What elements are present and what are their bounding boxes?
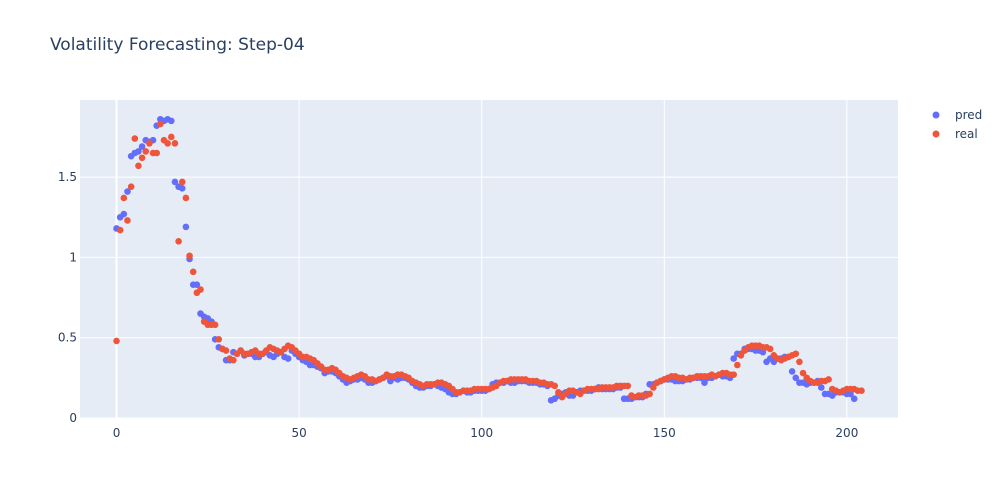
real-point[interactable]: [142, 148, 150, 155]
real-point[interactable]: [796, 358, 803, 366]
pred-point[interactable]: [818, 384, 825, 391]
real-point[interactable]: [197, 286, 204, 293]
real-point[interactable]: [211, 321, 219, 329]
real-point[interactable]: [157, 120, 164, 128]
real-point[interactable]: [858, 387, 865, 395]
y-tick-label: 1: [69, 250, 77, 264]
legend-label: pred: [955, 108, 982, 122]
real-point[interactable]: [178, 178, 186, 186]
pred-point[interactable]: [171, 178, 179, 186]
chart-title: Volatility Forecasting: Step-04: [50, 35, 305, 55]
legend-marker: [932, 111, 940, 119]
real-point[interactable]: [737, 352, 745, 359]
legend-marker: [932, 130, 940, 138]
x-tick-label: 50: [291, 426, 306, 440]
real-point[interactable]: [222, 347, 230, 354]
pred-point[interactable]: [120, 210, 128, 218]
real-point[interactable]: [230, 356, 237, 364]
real-point[interactable]: [189, 268, 197, 276]
real-point[interactable]: [650, 384, 657, 391]
legend-label: real: [955, 127, 978, 141]
real-point[interactable]: [734, 361, 741, 369]
pred-point[interactable]: [701, 379, 708, 386]
real-point[interactable]: [182, 194, 190, 202]
real-point[interactable]: [186, 252, 193, 260]
x-tick-label: 0: [113, 426, 121, 440]
x-tick-label: 200: [835, 426, 858, 440]
real-point[interactable]: [792, 350, 800, 358]
pred-point[interactable]: [138, 143, 146, 150]
real-point[interactable]: [146, 140, 153, 147]
series-real: [113, 120, 865, 401]
real-point[interactable]: [555, 389, 562, 396]
real-point[interactable]: [766, 345, 774, 353]
real-point[interactable]: [135, 162, 142, 170]
pred-point[interactable]: [759, 348, 767, 356]
pred-point[interactable]: [124, 188, 131, 195]
real-point[interactable]: [171, 140, 179, 147]
real-point[interactable]: [113, 337, 120, 345]
real-point[interactable]: [799, 369, 807, 377]
real-point[interactable]: [825, 376, 832, 383]
real-point[interactable]: [730, 371, 737, 378]
real-point[interactable]: [215, 336, 223, 343]
pred-point[interactable]: [730, 355, 737, 362]
pred-point[interactable]: [182, 223, 190, 231]
real-point[interactable]: [175, 238, 182, 245]
pred-point[interactable]: [847, 390, 854, 398]
real-point[interactable]: [164, 140, 171, 147]
legend-item-real[interactable]: real: [932, 127, 978, 141]
x-tick-label: 150: [653, 426, 676, 440]
real-point[interactable]: [116, 226, 124, 234]
legend: pred real: [932, 108, 983, 141]
real-point[interactable]: [153, 149, 160, 157]
real-point[interactable]: [646, 390, 653, 398]
real-point[interactable]: [551, 382, 559, 390]
y-tick-label: 0.5: [58, 331, 77, 345]
real-point[interactable]: [138, 154, 146, 162]
pred-point[interactable]: [135, 148, 142, 155]
real-point[interactable]: [127, 183, 135, 191]
data-points: [113, 115, 865, 404]
real-point[interactable]: [120, 194, 128, 202]
x-tick-label: 100: [470, 426, 493, 440]
y-tick-label: 0: [69, 411, 77, 425]
y-tick-label: 1.5: [58, 170, 77, 184]
plot-area[interactable]: [80, 100, 898, 418]
real-point[interactable]: [167, 133, 175, 141]
pred-point[interactable]: [850, 395, 858, 403]
pred-point[interactable]: [284, 355, 292, 362]
pred-point[interactable]: [788, 368, 796, 375]
axis-ticks: 0 50 100 150 200 0 0.5 1 1.5: [58, 170, 858, 440]
real-point[interactable]: [124, 217, 131, 224]
real-point[interactable]: [624, 382, 632, 390]
legend-item-pred[interactable]: pred: [932, 108, 983, 122]
pred-point[interactable]: [178, 185, 186, 192]
pred-point[interactable]: [193, 281, 201, 289]
pred-point[interactable]: [792, 374, 800, 382]
real-point[interactable]: [131, 135, 139, 142]
pred-point[interactable]: [167, 117, 175, 125]
